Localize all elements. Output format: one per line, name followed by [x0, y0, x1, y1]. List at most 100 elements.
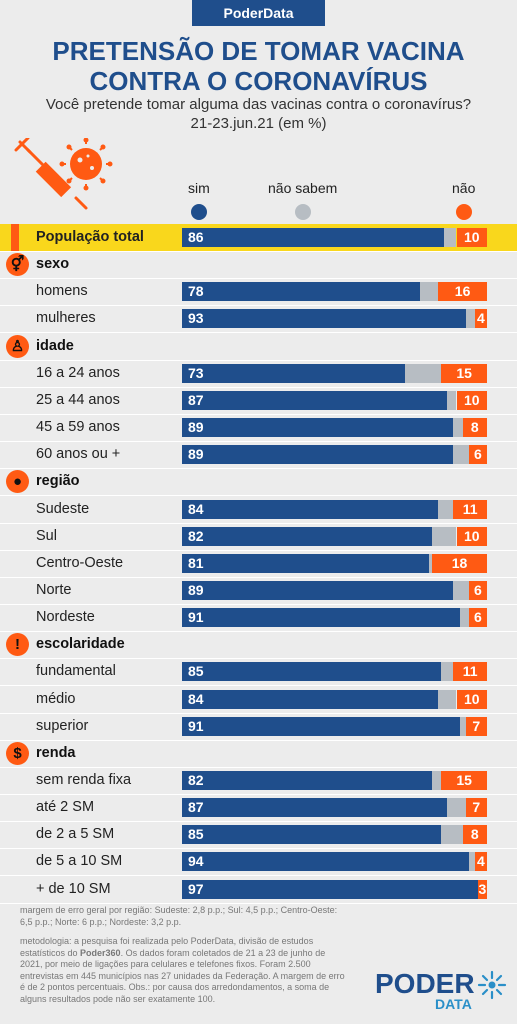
row-divider — [0, 278, 517, 280]
bar-nao-sabem — [441, 825, 463, 845]
row-divider — [0, 305, 517, 307]
value-nao: 16 — [454, 283, 471, 300]
row-divider — [0, 766, 517, 768]
bar-nao — [432, 553, 487, 573]
value-nao: 7 — [472, 717, 481, 734]
bar-nao-sabem — [432, 771, 442, 790]
bar-nao — [465, 798, 487, 818]
row-divider — [0, 739, 517, 741]
row-label: Centro-Oeste — [36, 554, 124, 571]
value-sim: 97 — [188, 880, 204, 897]
category-label: região — [36, 473, 80, 490]
bar-nao-sabem — [468, 852, 475, 872]
chart-row: Sudeste 84 11 — [0, 496, 517, 523]
row-label: Nordeste — [36, 609, 95, 626]
category-label: idade — [36, 337, 74, 354]
value-sim: 89 — [188, 581, 204, 598]
legend-nao-label: não — [452, 180, 476, 196]
value-nao: 15 — [456, 772, 472, 788]
chart-row: Norte 89 6 — [0, 577, 517, 604]
value-sim: 89 — [188, 446, 204, 463]
row-label: homens — [36, 283, 88, 300]
value-nao: 4 — [476, 310, 485, 327]
chart-row: de 5 a 10 SM 94 4 — [0, 848, 517, 875]
category-label: escolaridade — [36, 636, 125, 653]
row-divider — [0, 413, 517, 415]
row-label: até 2 SM — [36, 799, 95, 816]
value-nao: 4 — [476, 853, 485, 870]
bar-sim — [182, 879, 478, 899]
legend-sim-dot — [190, 204, 207, 220]
bar-nao — [462, 825, 487, 845]
legend-nao-sabem-label: não sabem — [268, 180, 338, 196]
value-sim: 85 — [188, 826, 204, 843]
person-icon: ♙ — [6, 334, 29, 358]
row-divider — [0, 875, 517, 877]
bar-sim — [182, 282, 420, 302]
row-label: fundamental — [36, 663, 116, 680]
chart-row: 25 a 44 anos 87 10 — [0, 387, 517, 414]
bar-sim — [182, 363, 405, 383]
value-nao: 6 — [473, 609, 482, 626]
legend-nao-sabem-dot — [294, 204, 311, 220]
bar-nao — [456, 228, 487, 247]
row-label: Sul — [36, 527, 57, 544]
value-sim: 73 — [188, 364, 204, 381]
bar-sim — [182, 309, 466, 329]
chart-title: PRETENSÃO DE TOMAR VACINA CONTRA O CORON… — [0, 36, 517, 96]
chart-row: mulheres 93 4 — [0, 305, 517, 332]
bar-nao — [456, 689, 487, 709]
row-label: superior — [36, 717, 89, 734]
chart-row: médio 84 10 — [0, 686, 517, 713]
bar-sim — [182, 852, 469, 872]
methodology-pre: metodologia: a pesquisa foi realizada pe… — [20, 936, 314, 958]
methodology-bold: Poder360 — [80, 947, 121, 958]
value-sim: 87 — [188, 799, 204, 816]
row-divider — [0, 603, 517, 605]
row-label: sem renda fixa — [36, 772, 132, 788]
margin-note: margem de erro geral por região: Sudeste… — [20, 905, 338, 927]
value-nao: 8 — [470, 826, 479, 843]
value-sim: 84 — [188, 500, 204, 517]
methodology-note: metodologia: a pesquisa foi realizada pe… — [20, 936, 350, 1005]
bar-nao-sabem — [459, 716, 466, 736]
row-divider — [0, 658, 517, 660]
category-label: sexo — [36, 256, 70, 273]
bar-nao — [456, 390, 487, 410]
chart-row: fundamental 85 11 — [0, 658, 517, 685]
row-label: População total — [36, 229, 144, 245]
value-sim: 84 — [188, 690, 204, 707]
value-nao: 10 — [463, 391, 480, 408]
bar-nao-sabem — [438, 499, 454, 519]
category-header: ⚥ sexo — [0, 251, 517, 278]
row-label: Sudeste — [36, 500, 90, 517]
sunburst-icon — [477, 970, 507, 1000]
chart-row: homens 78 16 — [0, 278, 517, 305]
row-divider — [0, 359, 517, 361]
bar-nao — [465, 716, 487, 736]
category-header: $ renda — [0, 740, 517, 767]
bar-nao — [453, 662, 487, 682]
methodology-post: . Os dados foram coletados de 21 a 23 de… — [20, 947, 345, 1004]
bar-sim — [182, 716, 460, 736]
bar-nao-sabem — [453, 580, 469, 600]
dollar-icon: $ — [6, 741, 29, 765]
poderdata-logo: PODER DATA — [375, 968, 507, 1018]
row-label: 16 a 24 anos — [36, 364, 120, 381]
value-sim: 82 — [188, 527, 204, 544]
row-divider — [0, 251, 517, 252]
bar-nao-sabem — [432, 526, 457, 546]
chart-row: sem renda fixa 82 15 — [0, 767, 517, 794]
bar-nao-sabem — [441, 662, 454, 682]
row-divider — [0, 495, 517, 497]
bar-nao-sabem — [453, 445, 469, 465]
value-nao: 10 — [463, 527, 480, 544]
bar-sim — [182, 662, 442, 682]
row-label: médio — [36, 690, 76, 707]
bar-nao — [441, 771, 487, 790]
row-divider — [0, 902, 517, 904]
row-label: Norte — [36, 581, 72, 598]
row-divider — [0, 848, 517, 850]
bar-nao-sabem — [419, 282, 439, 302]
bar-nao — [474, 852, 487, 872]
